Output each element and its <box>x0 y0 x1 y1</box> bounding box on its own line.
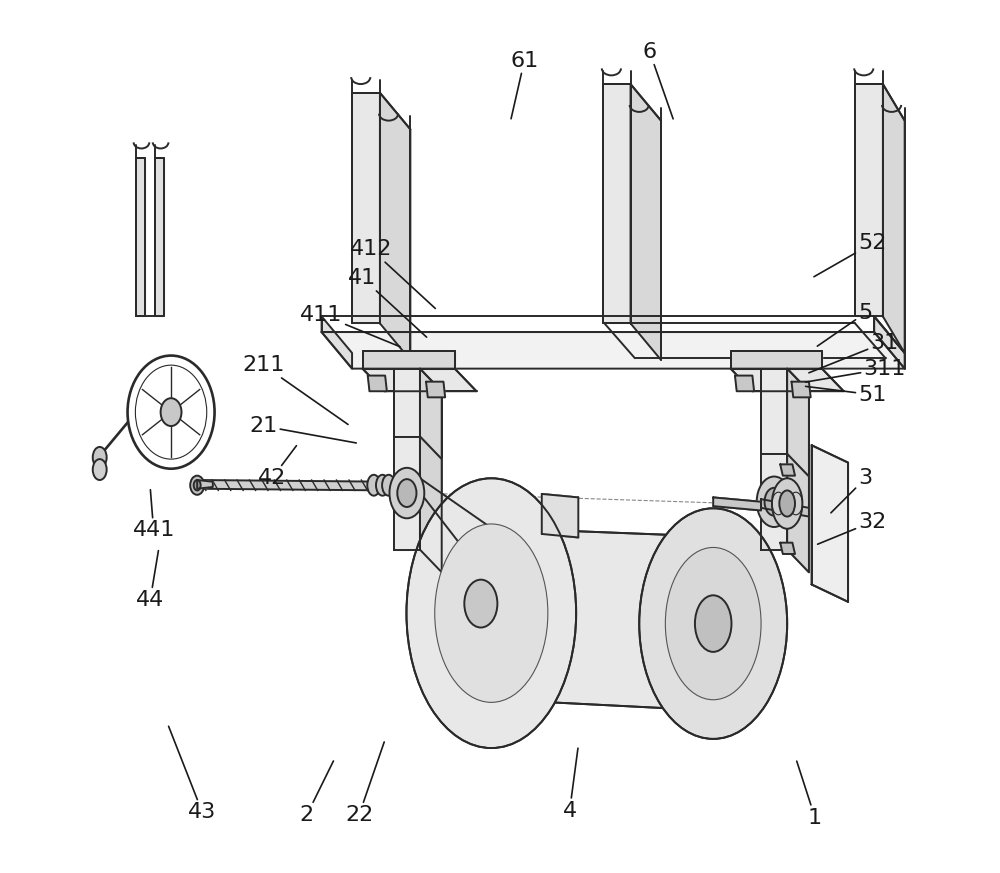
Text: 21: 21 <box>249 416 356 443</box>
Polygon shape <box>631 84 661 360</box>
Ellipse shape <box>695 595 731 652</box>
Ellipse shape <box>389 468 424 519</box>
Ellipse shape <box>406 478 576 748</box>
Ellipse shape <box>93 459 107 480</box>
Polygon shape <box>368 375 387 391</box>
Ellipse shape <box>161 398 181 426</box>
Polygon shape <box>883 84 905 353</box>
Text: 412: 412 <box>350 239 435 308</box>
Ellipse shape <box>93 447 107 468</box>
Text: 22: 22 <box>345 742 384 825</box>
Ellipse shape <box>190 476 204 495</box>
Text: 211: 211 <box>242 355 348 424</box>
Polygon shape <box>603 84 631 323</box>
Polygon shape <box>491 528 713 711</box>
Polygon shape <box>394 436 420 550</box>
Text: 32: 32 <box>818 512 887 544</box>
Text: 311: 311 <box>806 359 906 382</box>
Text: 31: 31 <box>809 333 899 373</box>
Ellipse shape <box>367 475 380 496</box>
Polygon shape <box>420 478 491 584</box>
Ellipse shape <box>665 547 761 700</box>
Ellipse shape <box>639 508 787 739</box>
Ellipse shape <box>757 477 792 527</box>
Polygon shape <box>542 494 578 538</box>
Polygon shape <box>426 382 445 397</box>
Polygon shape <box>197 480 213 489</box>
Text: 6: 6 <box>643 42 673 119</box>
Polygon shape <box>812 445 848 601</box>
Text: 41: 41 <box>348 268 427 337</box>
Polygon shape <box>787 454 809 573</box>
Polygon shape <box>322 332 905 368</box>
Ellipse shape <box>779 491 795 517</box>
Ellipse shape <box>382 475 395 496</box>
Polygon shape <box>780 543 795 554</box>
Polygon shape <box>713 498 761 511</box>
Text: 4: 4 <box>563 748 578 821</box>
Polygon shape <box>136 158 145 316</box>
Polygon shape <box>420 436 442 573</box>
Ellipse shape <box>128 355 215 469</box>
Text: 51: 51 <box>806 385 887 405</box>
Text: 5: 5 <box>817 303 873 347</box>
Polygon shape <box>787 368 809 538</box>
Polygon shape <box>735 375 754 391</box>
Polygon shape <box>363 351 455 368</box>
Ellipse shape <box>765 488 784 516</box>
Polygon shape <box>761 499 809 517</box>
Text: 52: 52 <box>814 233 887 277</box>
Text: 1: 1 <box>797 761 822 828</box>
Ellipse shape <box>135 365 207 459</box>
Text: 3: 3 <box>831 468 873 512</box>
Ellipse shape <box>464 580 497 628</box>
Ellipse shape <box>435 524 548 703</box>
Polygon shape <box>420 368 442 538</box>
Ellipse shape <box>376 475 389 496</box>
Text: 441: 441 <box>132 490 175 540</box>
Text: 43: 43 <box>169 726 217 822</box>
Polygon shape <box>855 84 883 316</box>
Polygon shape <box>731 351 822 368</box>
Polygon shape <box>780 464 795 476</box>
Text: 2: 2 <box>300 761 333 825</box>
Polygon shape <box>197 480 391 491</box>
Polygon shape <box>761 454 787 550</box>
Text: 44: 44 <box>136 551 164 610</box>
Ellipse shape <box>397 479 416 507</box>
Text: 42: 42 <box>258 446 296 488</box>
Polygon shape <box>874 316 905 368</box>
Polygon shape <box>394 368 420 515</box>
Polygon shape <box>731 368 844 391</box>
Ellipse shape <box>772 478 802 529</box>
Polygon shape <box>380 93 410 360</box>
Text: 411: 411 <box>300 305 400 347</box>
Polygon shape <box>352 93 380 323</box>
Polygon shape <box>155 158 164 316</box>
Ellipse shape <box>194 480 201 491</box>
Text: 61: 61 <box>510 51 538 119</box>
Polygon shape <box>792 382 811 397</box>
Polygon shape <box>363 368 477 391</box>
Polygon shape <box>322 316 352 368</box>
Polygon shape <box>761 368 787 515</box>
